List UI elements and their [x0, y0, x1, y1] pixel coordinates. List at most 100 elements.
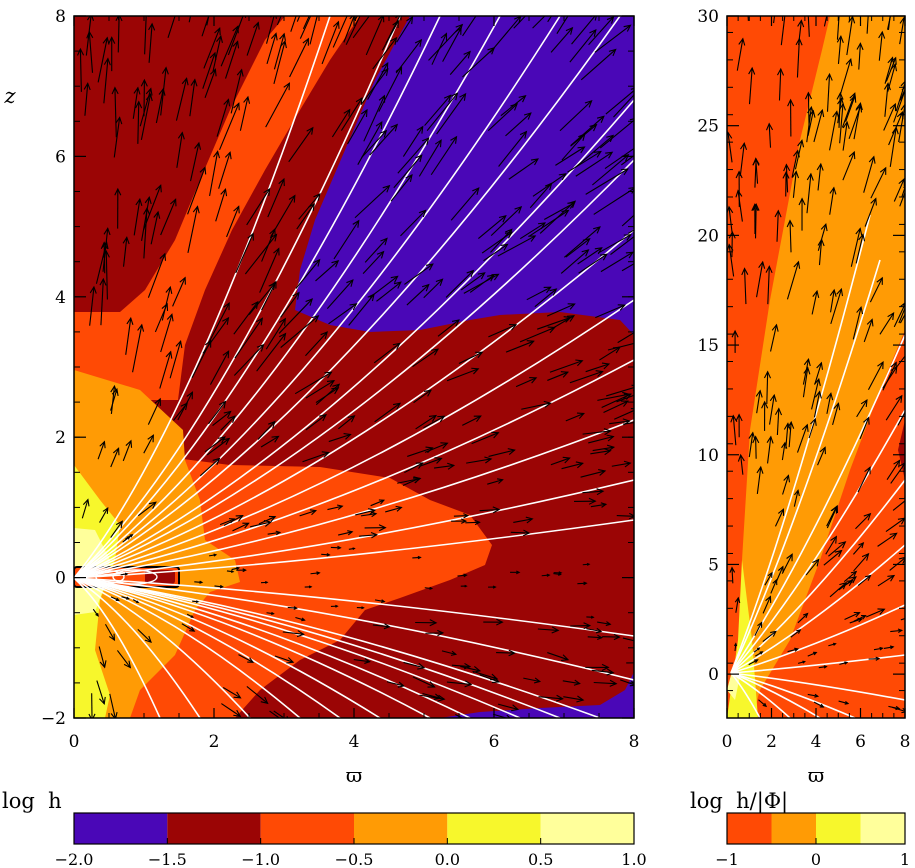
right-velocity-arrow-head — [727, 131, 733, 139]
left-velocity-arrow — [441, 650, 456, 655]
left-velocity-arrow-head — [460, 518, 468, 524]
left-velocity-arrow — [555, 146, 585, 166]
right-velocity-arrow-head — [751, 203, 759, 211]
left-velocity-arrow-head — [533, 677, 542, 684]
left-velocity-arrow — [362, 251, 384, 274]
left-velocity-arrow-head — [286, 722, 293, 728]
left-velocity-arrow — [623, 422, 634, 425]
right-velocity-arrow-head — [783, 422, 791, 431]
left-velocity-arrow-head — [630, 87, 634, 90]
left-velocity-arrow-head — [434, 457, 443, 464]
right-colorbar-segment — [771, 813, 816, 844]
left-velocity-arrow — [422, 692, 441, 699]
left-velocity-arrow-head — [314, 0, 320, 3]
right-velocity-arrow — [893, 178, 905, 202]
right-velocity-arrow-head — [850, 570, 858, 577]
left-velocity-arrow — [215, 189, 227, 222]
left-velocity-arrow-head — [620, 400, 630, 407]
left-velocity-arrow — [89, 286, 95, 326]
left-velocity-arrow — [278, 298, 313, 334]
right-velocity-arrow — [883, 646, 894, 649]
left-velocity-arrow — [361, 130, 387, 158]
left-velocity-arrow — [569, 371, 603, 384]
left-velocity-arrow — [296, 203, 315, 230]
left-velocity-arrow — [248, 282, 276, 316]
left-velocity-arrow-head — [578, 133, 586, 141]
right-streamlines — [730, 214, 905, 718]
left-velocity-arrow-head — [364, 658, 371, 664]
left-streamline — [74, 577, 341, 718]
left-velocity-arrow — [233, 344, 264, 376]
left-velocity-arrow — [148, 23, 153, 63]
left-velocity-arrow — [295, 616, 305, 621]
right-velocity-arrow — [877, 575, 895, 587]
right-velocity-arrow-head — [853, 611, 861, 618]
right-x-tick-label: 2 — [766, 732, 777, 752]
left-velocity-arrow-head — [623, 460, 632, 468]
left-velocity-arrow-head — [418, 209, 427, 218]
left-colorbar: −2.0 −1.5 −1.0 −0.5 0.0 0.5 1.0 — [55, 812, 647, 868]
left-velocity-arrow — [487, 479, 503, 485]
left-velocity-arrow — [137, 101, 140, 144]
right-colorbar-label: log h/|Φ| — [690, 789, 788, 814]
right-velocity-arrow — [792, 171, 797, 198]
left-velocity-arrow — [160, 67, 167, 116]
right-velocity-arrow — [890, 462, 905, 484]
right-velocity-arrow-head — [810, 417, 817, 426]
right-velocity-arrow — [857, 575, 871, 586]
right-velocity-arrow — [786, 261, 800, 300]
right-velocity-arrow-head — [777, 565, 784, 573]
right-velocity-arrow — [781, 554, 793, 574]
left-velocity-arrow — [415, 415, 437, 430]
left-streamline — [74, 577, 301, 718]
left-velocity-arrow-head — [427, 681, 436, 688]
left-velocity-arrow — [310, 572, 320, 575]
left-velocity-arrow-head — [335, 604, 339, 608]
left-velocity-arrow-head — [206, 8, 212, 15]
left-velocity-arrow-head — [204, 339, 212, 348]
left-velocity-arrow-head — [392, 342, 401, 350]
left-velocity-arrow — [563, 696, 584, 701]
left-velocity-arrow-head — [232, 40, 240, 49]
left-velocity-arrow-head — [233, 102, 240, 111]
left-velocity-arrow — [141, 197, 150, 241]
right-streamline — [730, 672, 821, 718]
left-velocity-arrow — [169, 341, 182, 379]
left-velocity-arrow — [265, 82, 290, 128]
left-velocity-arrow-head — [598, 469, 607, 476]
left-velocity-arrow-head — [218, 400, 227, 409]
left-velocity-arrow — [220, 26, 239, 67]
right-velocity-arrow-head — [765, 595, 772, 603]
left-velocity-arrow — [97, 37, 108, 83]
left-velocity-arrow-head — [181, 77, 189, 86]
right-velocity-arrow-head — [735, 170, 743, 179]
left-y-tick-label: 6 — [55, 147, 66, 167]
right-panel: 0 2 4 6 8 0 5 10 15 20 25 30 ϖ — [697, 7, 910, 787]
left-velocity-arrow-head — [546, 573, 551, 577]
left-velocity-arrow — [462, 415, 482, 426]
right-velocity-arrow — [889, 127, 897, 167]
left-velocity-arrow — [374, 599, 385, 603]
right-velocity-arrow — [818, 666, 827, 669]
left-velocity-arrow-head — [232, 25, 239, 34]
left-velocity-arrow-head — [640, 81, 647, 88]
right-velocity-arrow-head — [895, 705, 901, 711]
right-velocity-arrow-head — [793, 149, 800, 158]
right-velocity-arrow-head — [752, 202, 760, 211]
left-velocity-arrow-head — [529, 377, 538, 384]
left-velocity-arrow — [117, 16, 120, 53]
left-velocity-arrow-head — [516, 570, 521, 575]
right-velocity-arrow — [826, 506, 838, 527]
right-velocity-arrow-head — [900, 103, 905, 111]
right-velocity-arrow — [869, 277, 883, 303]
right-colorbar-tick-label: 1 — [900, 850, 910, 868]
left-x-axis-label: ϖ — [346, 763, 362, 787]
left-colorbar-segment — [354, 813, 448, 844]
left-velocity-arrow-head — [609, 679, 618, 687]
left-velocity-arrow — [582, 430, 611, 435]
left-velocity-arrow-head — [264, 581, 269, 584]
right-velocity-arrow — [879, 312, 895, 335]
left-velocity-arrow — [570, 115, 605, 146]
left-velocity-arrow — [445, 270, 474, 298]
